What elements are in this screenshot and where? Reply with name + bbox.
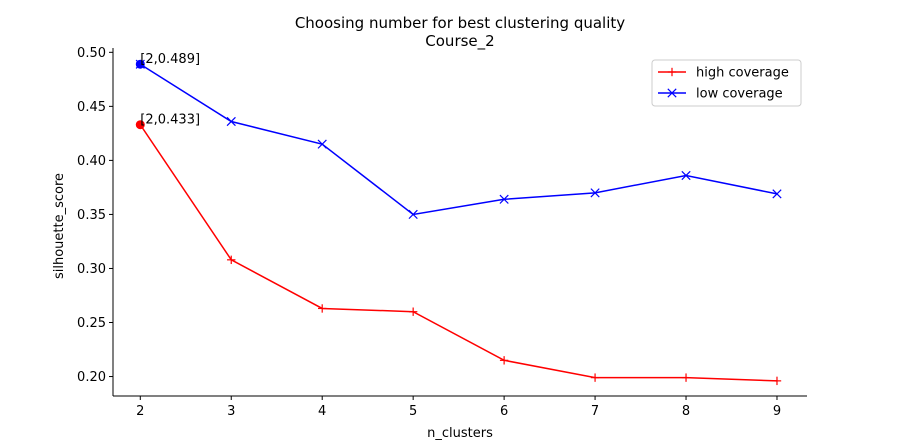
y-tick-label: 0.45 xyxy=(77,100,106,115)
legend-box xyxy=(651,59,802,107)
chart-subtitle: Course_2 xyxy=(425,32,494,51)
y-tick-label: 0.50 xyxy=(77,46,106,61)
best-point-label: [2,0.433] xyxy=(140,113,200,128)
chart-title: Choosing number for best clustering qual… xyxy=(295,14,625,32)
best-point-dot xyxy=(135,120,145,130)
data-point xyxy=(318,304,327,313)
x-tick-label: 3 xyxy=(227,404,235,419)
data-point xyxy=(772,189,782,199)
data-point xyxy=(499,194,509,204)
data-point xyxy=(226,116,236,127)
legend-marker xyxy=(667,88,677,98)
data-point xyxy=(408,307,418,316)
x-tick-label: 9 xyxy=(773,404,781,419)
y-axis-label: silhouette_score xyxy=(52,173,67,279)
x-axis-label: n_clusters xyxy=(427,426,493,441)
y-tick-label: 0.25 xyxy=(77,316,106,331)
x-tick-label: 7 xyxy=(591,404,599,419)
data-point xyxy=(590,373,600,382)
legend-label: high coverage xyxy=(696,66,789,81)
y-tick-label: 0.20 xyxy=(77,370,106,385)
series-high-coverage xyxy=(136,120,782,386)
data-point xyxy=(499,356,509,365)
data-point xyxy=(590,188,600,198)
y-tick-label: 0.35 xyxy=(77,208,106,223)
x-tick-label: 2 xyxy=(136,404,144,419)
legend-label: low coverage xyxy=(696,87,783,102)
data-point xyxy=(227,255,236,265)
x-axis-ticks: 2 3 4 5 6 7 8 9 xyxy=(136,396,781,419)
y-axis-ticks: 0.20 0.25 0.30 0.35 0.40 0.45 0.50 xyxy=(77,46,113,385)
data-point xyxy=(408,209,418,220)
legend-marker xyxy=(667,67,677,77)
x-tick-label: 4 xyxy=(318,404,326,419)
data-point xyxy=(681,170,691,181)
y-tick-label: 0.30 xyxy=(77,262,106,277)
data-point xyxy=(772,376,782,386)
series-line xyxy=(139,63,778,216)
legend: high coverage low coverage xyxy=(651,59,802,107)
best-point-dot xyxy=(135,59,145,69)
x-tick-label: 8 xyxy=(682,404,690,419)
x-tick-label: 5 xyxy=(409,404,417,419)
series-line xyxy=(139,124,778,382)
x-tick-label: 6 xyxy=(500,404,508,419)
series-low-coverage xyxy=(135,59,782,220)
data-point xyxy=(681,373,691,382)
best-point-label: [2,0.489] xyxy=(140,52,200,67)
data-point xyxy=(317,139,327,149)
plot-area: [2,0.433] [2,0.489] xyxy=(135,52,782,386)
y-tick-label: 0.40 xyxy=(77,154,106,169)
